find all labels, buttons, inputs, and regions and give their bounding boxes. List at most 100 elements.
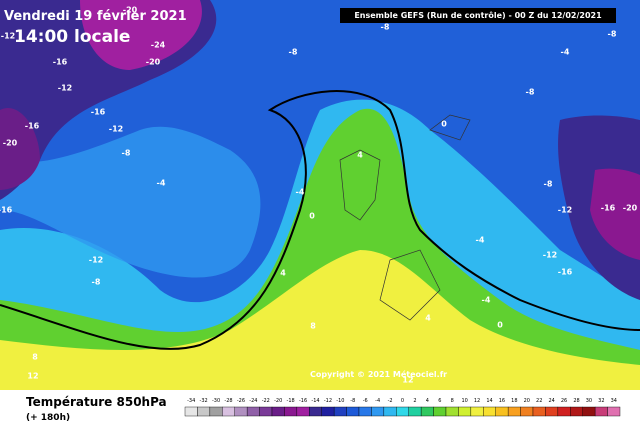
legend-swatch <box>184 406 198 417</box>
contour-label: 0 <box>309 212 315 221</box>
contour-label: 4 <box>280 269 286 278</box>
contour-label: -12 <box>1 32 15 41</box>
legend-swatch <box>271 406 285 417</box>
legend-swatch <box>458 406 472 417</box>
legend-label: 8 <box>451 398 454 404</box>
legend-swatch <box>483 406 496 417</box>
legend-label: 32 <box>598 398 604 404</box>
legend-label: 0 <box>401 398 404 404</box>
legend-label: 16 <box>499 398 505 404</box>
contour-label: -4 <box>482 296 491 305</box>
lead-time: (+ 180h) <box>26 413 70 423</box>
contour-label: -8 <box>608 30 617 39</box>
legend-swatch <box>545 406 559 417</box>
legend-swatch <box>408 406 422 417</box>
legend-label: 24 <box>548 398 554 404</box>
contour-label: -12 <box>58 84 72 93</box>
legend-label: -22 <box>262 398 270 404</box>
colorbar: -34 -32 -30 -28 -26 -24 -22 -20 -18 -16 -14 -12 -10-… <box>184 398 621 417</box>
legend-swatch <box>396 406 409 417</box>
legend-label: 34 <box>611 398 617 404</box>
contour-label: -20 <box>623 204 638 213</box>
contour-label: -8 <box>92 278 101 287</box>
contour-label: -16 <box>0 206 13 215</box>
contour-label: 4 <box>425 314 431 323</box>
legend-label: -32 <box>200 398 208 404</box>
legend-swatch <box>246 406 260 417</box>
contour-label: -16 <box>25 122 40 131</box>
legend-swatch <box>594 406 608 417</box>
legend-swatch <box>284 406 298 417</box>
legend-label: -20 <box>274 398 282 404</box>
legend-label: 20 <box>524 398 530 404</box>
legend-swatch <box>197 406 211 417</box>
legend-label: -6 <box>363 398 368 404</box>
contour-label: -8 <box>544 180 553 189</box>
contour-label: -16 <box>558 268 573 277</box>
contour-label: -4 <box>561 48 570 57</box>
legend-label: -18 <box>287 398 295 404</box>
blue-pool <box>0 126 261 278</box>
contour-label: -20 <box>146 58 161 67</box>
contour-label: -16 <box>53 58 68 67</box>
legend-swatch <box>520 406 534 417</box>
date: Vendredi 19 février 2021 <box>4 9 187 24</box>
legend-swatch <box>433 406 447 417</box>
legend-swatch <box>234 406 248 417</box>
legend-label: -16 <box>299 398 307 404</box>
legend-label: -26 <box>237 398 245 404</box>
legend-swatch <box>209 406 223 417</box>
contour-label: -20 <box>123 6 138 15</box>
contour-label: -12 <box>89 256 103 265</box>
legend-label: 4 <box>426 398 429 404</box>
yellow-band <box>0 250 640 390</box>
contour-label: -16 <box>91 108 106 117</box>
contour-label: 8 <box>32 353 38 362</box>
legend-label: 26 <box>561 398 567 404</box>
legend-swatch <box>321 406 335 417</box>
legend-swatch <box>222 406 235 417</box>
legend-label: -4 <box>375 398 380 404</box>
cold-core-east <box>590 168 640 260</box>
legend-swatch <box>358 406 372 417</box>
contour-label: -12 <box>109 125 123 134</box>
legend-label: 2 <box>413 398 416 404</box>
contour-label: -16 <box>601 204 616 213</box>
contour-label: 8 <box>310 322 316 331</box>
legend-swatch <box>557 406 571 417</box>
contour-labels: -20-12-16-24-20-12-16-12-8-20-16-4-40-8-… <box>0 6 638 385</box>
contour-label: -24 <box>151 41 166 50</box>
legend-label: 14 <box>486 398 492 404</box>
legend-label: -24 <box>249 398 257 404</box>
legend-label: 12 <box>474 398 480 404</box>
legend-label: -14 <box>311 398 319 404</box>
legend-swatch <box>309 406 322 417</box>
contour-label: 4 <box>357 151 363 160</box>
legend-swatch <box>495 406 509 417</box>
contour-label: -4 <box>157 179 166 188</box>
legend-label: -34 <box>187 398 195 404</box>
legend-label: 10 <box>461 398 467 404</box>
copyright: Copyright © 2021 Méteociel.fr <box>310 369 447 379</box>
contour-label: -12 <box>558 206 572 215</box>
legend-swatch <box>296 406 310 417</box>
legend-label: -30 <box>212 398 220 404</box>
legend-label: 18 <box>511 398 517 404</box>
contour-label: 0 <box>497 321 503 330</box>
contour-label: 12 <box>27 372 38 381</box>
contour-label: -4 <box>476 236 485 245</box>
cold-core-greenland <box>80 0 202 70</box>
run-box <box>340 8 616 23</box>
legend-label: -12 <box>324 398 332 404</box>
legend-swatch <box>570 406 583 417</box>
legend-swatch <box>346 406 360 417</box>
legend-swatch <box>333 406 347 417</box>
time: 14:00 locale <box>14 27 130 47</box>
contour-label: -12 <box>543 251 557 260</box>
contour-label: -20 <box>3 139 18 148</box>
legend-swatch <box>383 406 397 417</box>
run: Ensemble GEFS (Run de contrôle) - 00 Z d… <box>354 10 602 20</box>
contour-label: -8 <box>122 149 131 158</box>
legend-swatch <box>532 406 546 417</box>
